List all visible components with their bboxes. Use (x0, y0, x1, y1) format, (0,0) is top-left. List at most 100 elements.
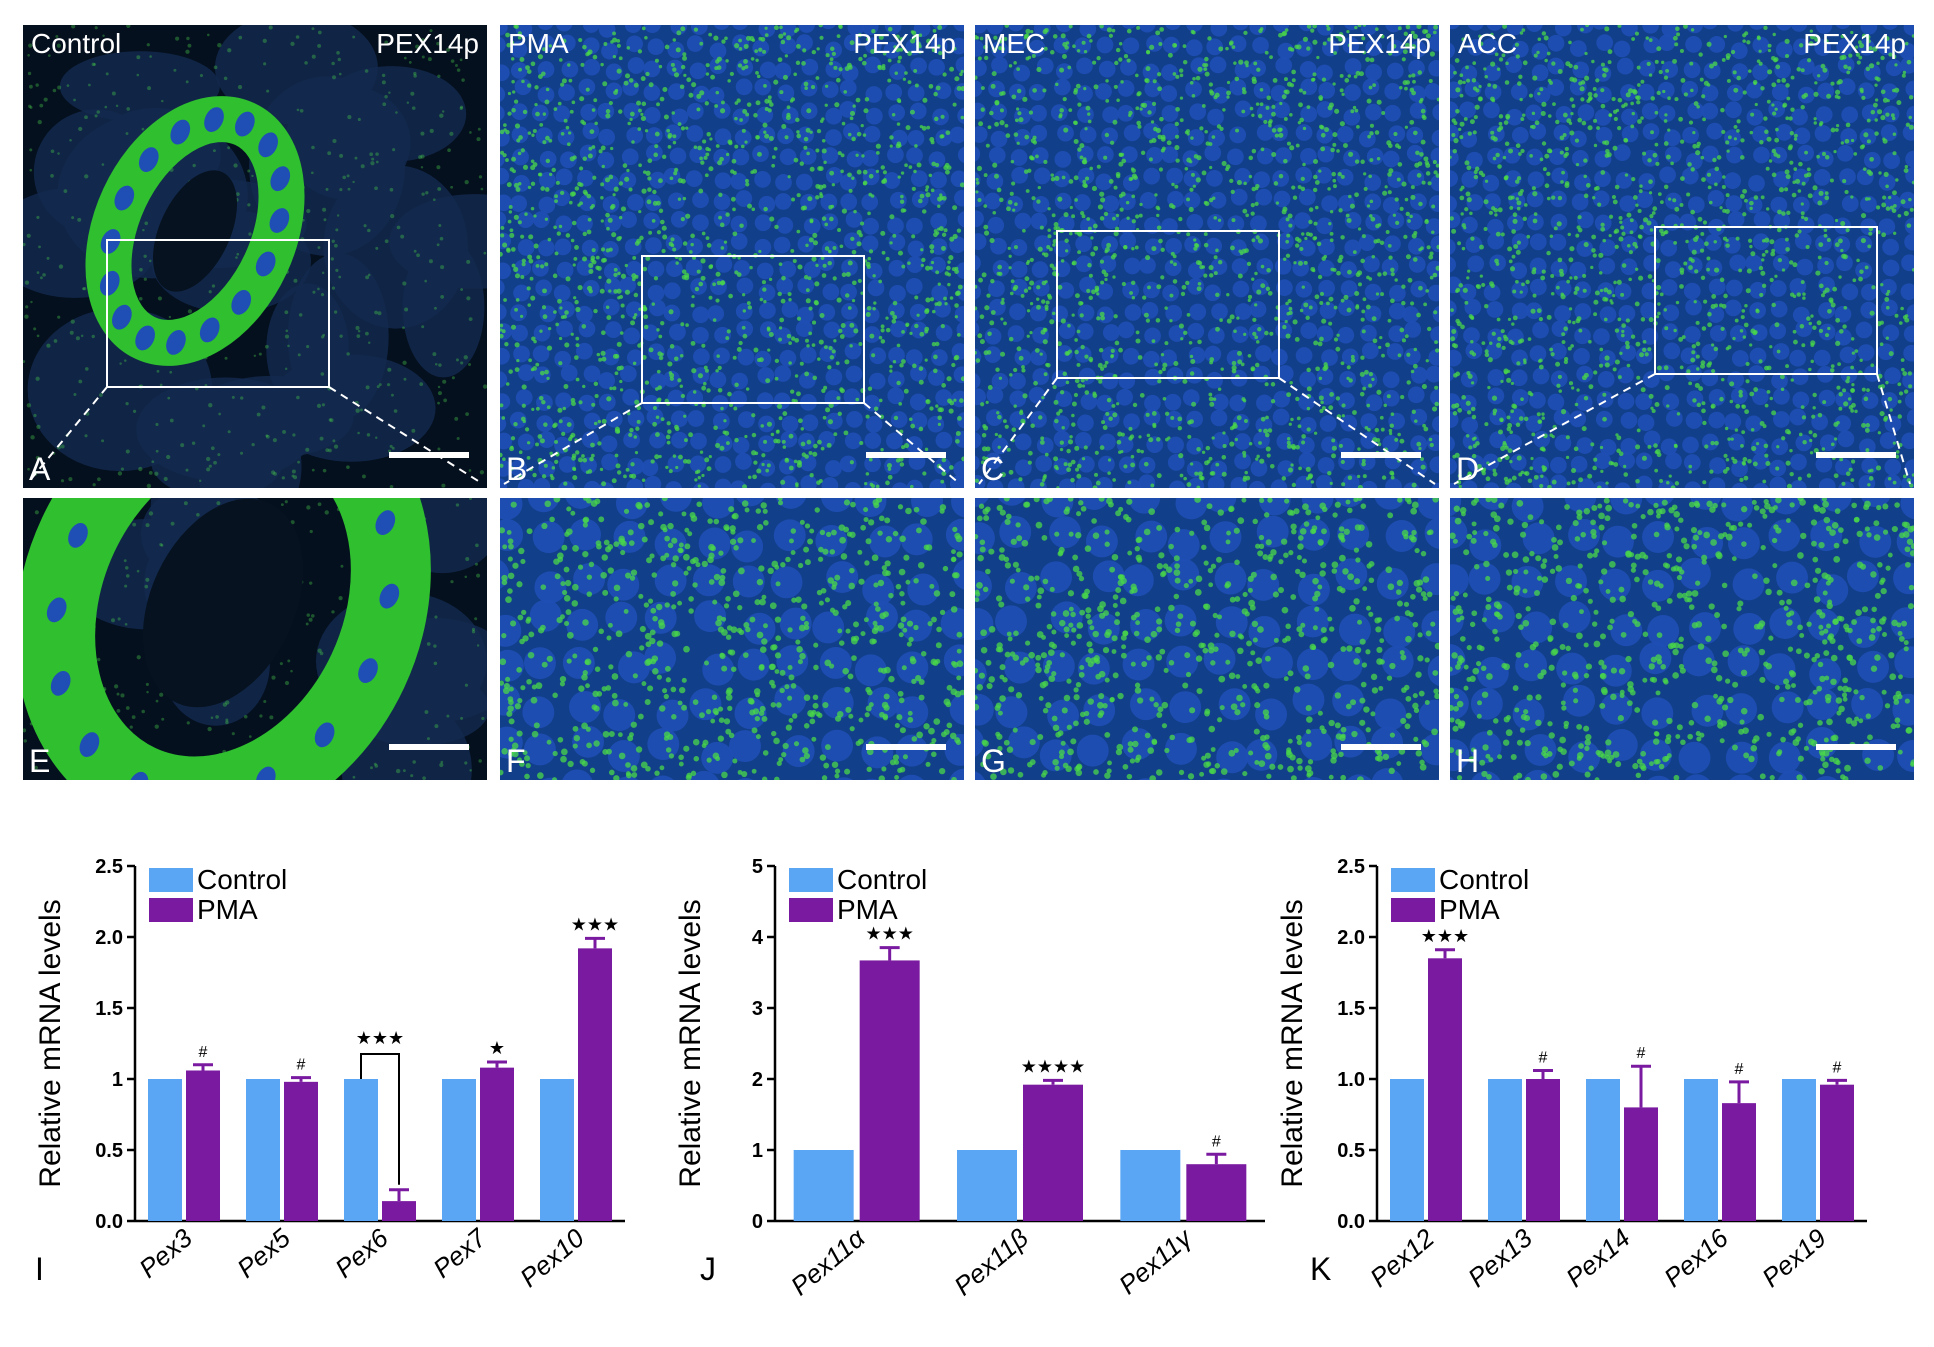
peroxisome-dot (1347, 43, 1352, 48)
peroxisome-dot (1355, 304, 1360, 308)
peroxisome-dot (510, 324, 517, 330)
nucleus (1592, 190, 1610, 208)
peroxisome-dot (515, 298, 520, 302)
peroxisome-dot (1310, 28, 1315, 33)
nucleus (1660, 438, 1678, 456)
peroxisome-dot (796, 130, 800, 134)
peroxisome-dot (826, 442, 832, 448)
peroxisome-dot (1092, 223, 1098, 229)
peroxisome-dot (1135, 73, 1139, 78)
nucleus (1903, 344, 1914, 362)
peroxisome-dot (851, 176, 855, 180)
peroxisome-dot (937, 44, 941, 49)
peroxisome-dot (929, 266, 933, 270)
peroxisome-dot (533, 243, 539, 249)
nucleus (665, 234, 683, 252)
peroxisome-dot (1273, 181, 1279, 186)
peroxisome-dot (837, 411, 842, 416)
nucleus (1594, 108, 1612, 126)
peroxisome-dot (990, 310, 996, 315)
peroxisome-dot (1011, 181, 1016, 186)
peroxisome-dot (1794, 233, 1800, 238)
peroxisome-dot (1341, 482, 1346, 487)
peroxisome-dot (1160, 352, 1165, 357)
nucleus (170, 119, 191, 145)
peroxisome-dot (752, 474, 757, 480)
peroxisome-dot (1327, 470, 1332, 476)
peroxisome-dot (770, 432, 775, 437)
peroxisome-dot (1161, 367, 1166, 372)
peroxisome-dot (1041, 299, 1046, 304)
nucleus (1709, 457, 1726, 474)
nucleus (1818, 389, 1836, 407)
peroxisome-dot (1306, 386, 1312, 392)
peroxisome-dot (363, 224, 367, 228)
nucleus (500, 393, 511, 410)
peroxisome-dot (721, 39, 726, 44)
peroxisome-dot (1397, 432, 1401, 437)
peroxisome-dot (1407, 219, 1411, 223)
peroxisome-dot (796, 391, 801, 397)
peroxisome-dot (1104, 277, 1108, 282)
nucleus (1635, 475, 1653, 488)
peroxisome-dot (620, 303, 625, 308)
nucleus (1637, 414, 1655, 432)
nucleus (1340, 280, 1358, 297)
nucleus (1211, 393, 1229, 411)
peroxisome-dot (774, 376, 779, 381)
peroxisome-dot (1357, 484, 1363, 488)
peroxisome-dot (860, 123, 864, 128)
peroxisome-dot (1177, 416, 1183, 422)
peroxisome-dot (287, 344, 290, 348)
peroxisome-dot (549, 451, 553, 456)
peroxisome-dot (804, 371, 810, 377)
nucleus (1408, 59, 1425, 77)
peroxisome-dot (60, 479, 65, 483)
nucleus (1234, 433, 1251, 450)
peroxisome-dot (788, 465, 794, 471)
peroxisome-dot (987, 385, 993, 390)
scale-bar (1341, 452, 1421, 458)
peroxisome-dot (43, 97, 48, 102)
peroxisome-dot (1369, 199, 1374, 204)
peroxisome-dot (582, 384, 586, 389)
peroxisome-dot (1711, 294, 1717, 299)
nucleus (269, 208, 290, 233)
peroxisome-dot (934, 302, 939, 306)
peroxisome-dot (725, 212, 730, 217)
peroxisome-dot (1410, 194, 1416, 200)
nucleus (1663, 342, 1681, 360)
nucleus (890, 191, 907, 209)
peroxisome-dot (605, 248, 611, 253)
peroxisome-dot (1366, 204, 1371, 208)
nucleus (906, 217, 923, 235)
nucleus (500, 86, 506, 102)
peroxisome-dot (1158, 238, 1163, 244)
peroxisome-dot (658, 454, 662, 459)
nucleus (1033, 167, 1051, 185)
nucleus (985, 452, 1002, 470)
peroxisome-dot (709, 137, 713, 141)
peroxisome-dot (1110, 348, 1115, 353)
peroxisome-dot (1416, 312, 1421, 318)
peroxisome-dot (999, 108, 1004, 113)
peroxisome-dot (321, 271, 325, 275)
peroxisome-dot (652, 189, 657, 195)
peroxisome-dot (741, 66, 746, 71)
peroxisome-dot (180, 443, 185, 448)
peroxisome-dot (26, 403, 32, 408)
peroxisome-dot (766, 463, 771, 468)
nucleus (975, 233, 987, 250)
peroxisome-dot (298, 313, 303, 317)
peroxisome-dot (715, 90, 720, 95)
peroxisome-dot (1233, 329, 1237, 334)
peroxisome-dot (566, 422, 572, 428)
peroxisome-dot (837, 227, 842, 232)
peroxisome-dot (977, 197, 982, 203)
nucleus (1450, 211, 1461, 229)
peroxisome-dot (1230, 189, 1235, 195)
peroxisome-dot (1225, 167, 1229, 172)
nucleus (1336, 168, 1354, 186)
peroxisome-dot (724, 36, 728, 41)
peroxisome-dot (899, 462, 905, 467)
